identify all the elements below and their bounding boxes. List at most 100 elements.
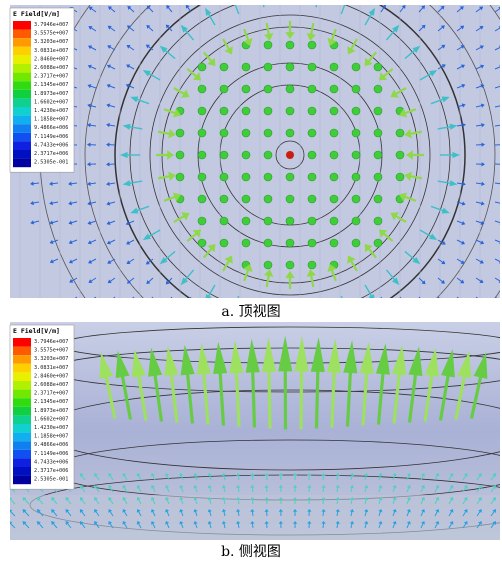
- legend-swatch: [13, 355, 31, 364]
- field-dot: [286, 195, 294, 203]
- legend-swatch: [13, 415, 31, 424]
- field-arrow-head: [70, 298, 74, 302]
- legend-swatch: [13, 433, 31, 442]
- legend-swatch: [13, 133, 31, 142]
- field-arrow-shaft: [323, 487, 324, 492]
- field-dot: [308, 195, 316, 203]
- field-arrow-shaft: [252, 523, 253, 528]
- legend-label: 2.3717e+006: [34, 151, 68, 157]
- field-arrow-head: [421, 300, 425, 304]
- legend-title: E Field[V/m]: [13, 327, 60, 335]
- legend-swatch: [13, 338, 31, 347]
- legend-swatch: [13, 441, 31, 450]
- field-arrow-head: [498, 298, 502, 302]
- field-dot: [286, 239, 294, 247]
- center-dot: [286, 151, 294, 159]
- legend-swatch: [13, 347, 31, 356]
- field-dot: [374, 195, 382, 203]
- field-arrow-shaft: [252, 487, 253, 492]
- field-dot: [374, 85, 382, 93]
- field-arrow-shaft: [252, 499, 253, 504]
- legend-label: 7.1149e+006: [34, 134, 68, 140]
- legend-label: 2.3717e+006: [34, 468, 68, 474]
- field-dot: [264, 261, 272, 269]
- legend-swatch: [13, 424, 31, 433]
- field-dot: [286, 85, 294, 93]
- field-dot: [352, 129, 360, 137]
- field-dot: [396, 129, 404, 137]
- legend-label: 2.6088e+007: [34, 65, 68, 71]
- legend-label: 3.5575e+007: [34, 31, 68, 37]
- field-dot: [396, 173, 404, 181]
- field-arrow-shaft: [323, 511, 324, 516]
- field-arrow-head: [460, 299, 464, 303]
- field-arrow-head: [343, 0, 349, 3]
- legend-swatch: [13, 81, 31, 90]
- legend-swatch: [13, 116, 31, 125]
- legend-label: 3.7946e+007: [34, 22, 68, 28]
- page: E Field[V/m]3.7946e+0073.5575e+0073.3203…: [0, 0, 502, 562]
- field-arrow-head: [382, 301, 386, 305]
- legend-swatch: [13, 90, 31, 99]
- field-dot: [374, 107, 382, 115]
- legend-swatch: [13, 476, 31, 485]
- legend-label: 3.5575e+007: [34, 348, 68, 354]
- field-dot: [242, 107, 250, 115]
- field-arrow-shaft: [252, 475, 253, 480]
- field-dot: [286, 261, 294, 269]
- field-dot: [352, 85, 360, 93]
- legend-label: 1.4230e+007: [34, 425, 68, 431]
- field-dot: [352, 173, 360, 181]
- field-arrow-shaft: [323, 475, 324, 480]
- field-dot: [330, 129, 338, 137]
- field-dot: [374, 217, 382, 225]
- legend-label: 1.1858e+007: [34, 117, 68, 123]
- field-dot: [220, 151, 228, 159]
- field-dot: [220, 217, 228, 225]
- field-dot: [220, 195, 228, 203]
- field-dot: [198, 173, 206, 181]
- legend-label: 2.1345e+007: [34, 82, 68, 88]
- field-dot: [330, 63, 338, 71]
- field-dot: [264, 85, 272, 93]
- legend-swatch: [13, 450, 31, 459]
- field-arrow-head: [186, 300, 190, 304]
- field-dot: [242, 63, 250, 71]
- legend-label: 2.6088e+007: [34, 382, 68, 388]
- field-arrow-head: [166, 300, 170, 304]
- field-dot: [352, 195, 360, 203]
- legend-swatch: [13, 364, 31, 373]
- legend: E Field[V/m]3.7946e+0073.5575e+0073.3203…: [10, 8, 74, 172]
- field-dot: [286, 63, 294, 71]
- legend-label: 4.7433e+006: [34, 459, 68, 465]
- field-dot: [286, 41, 294, 49]
- field-dot: [308, 107, 316, 115]
- legend-swatch: [13, 467, 31, 476]
- field-dot: [264, 41, 272, 49]
- field-dot: [330, 173, 338, 181]
- field-dot: [198, 151, 206, 159]
- field-dot: [176, 129, 184, 137]
- field-arrow-head: [315, 314, 321, 322]
- legend-swatch: [13, 55, 31, 64]
- legend-label: 2.3717e+007: [34, 391, 68, 397]
- legend-label: 7.1149e+006: [34, 451, 68, 457]
- field-dot: [330, 151, 338, 159]
- field-dot: [264, 151, 272, 159]
- field-dot: [176, 173, 184, 181]
- field-dot: [308, 173, 316, 181]
- legend-swatch: [13, 124, 31, 133]
- legend-label: 2.8460e+007: [34, 373, 68, 379]
- field-dot: [308, 151, 316, 159]
- legend-swatch: [13, 98, 31, 107]
- caption: a. 顶视图: [221, 304, 280, 320]
- legend: E Field[V/m]3.7946e+0073.5575e+0073.3203…: [10, 325, 74, 489]
- field-arrow-head: [147, 299, 151, 303]
- field-dot: [264, 129, 272, 137]
- field-dot: [308, 239, 316, 247]
- field-dot: [352, 217, 360, 225]
- legend-label: 1.8973e+007: [34, 408, 68, 414]
- legend-swatch: [13, 30, 31, 39]
- field-dot: [220, 173, 228, 181]
- legend-label: 4.7433e+006: [34, 142, 68, 148]
